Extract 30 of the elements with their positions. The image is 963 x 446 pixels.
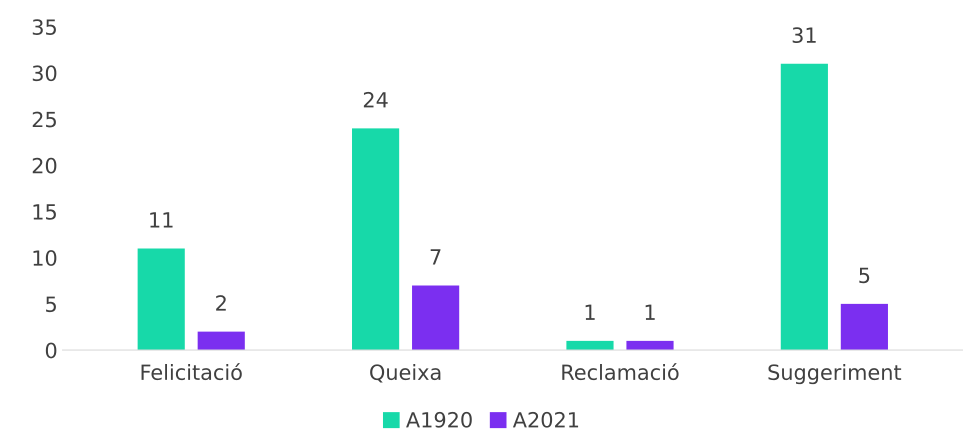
x-tick-label: Reclamació: [562, 363, 679, 380]
y-tick-label: 10: [34, 250, 56, 266]
y-tick-label: 30: [32, 65, 56, 82]
x-tick-label: Felicitació: [142, 363, 242, 380]
y-tick-label: 5: [46, 296, 56, 312]
bar: [780, 64, 828, 350]
bar: [626, 340, 674, 350]
x-tick-label: Queixa: [370, 364, 440, 383]
bar: [840, 304, 888, 350]
data-label: 31: [792, 27, 816, 44]
bar: [138, 248, 185, 350]
y-tick-label: 35: [32, 19, 56, 35]
data-label: 1: [586, 304, 595, 320]
y-tick-label: 25: [32, 112, 56, 128]
data-label: 5: [859, 268, 870, 284]
bar: [566, 340, 614, 350]
bar: [412, 285, 460, 350]
data-label: 7: [430, 249, 440, 264]
bar: [352, 128, 400, 350]
legend-label: A2021: [512, 412, 578, 428]
x-tick-label: Suggeriment: [768, 364, 902, 384]
data-label: 2: [216, 295, 226, 311]
data-label: 11: [150, 212, 173, 228]
legend-label: A1920: [406, 412, 472, 428]
bar: [198, 332, 245, 350]
data-label: 24: [364, 92, 388, 108]
y-tick-label: 0: [46, 342, 56, 358]
y-tick-label: 15: [34, 204, 56, 220]
data-label: 1: [646, 304, 655, 320]
y-tick-label: 20: [32, 158, 56, 174]
